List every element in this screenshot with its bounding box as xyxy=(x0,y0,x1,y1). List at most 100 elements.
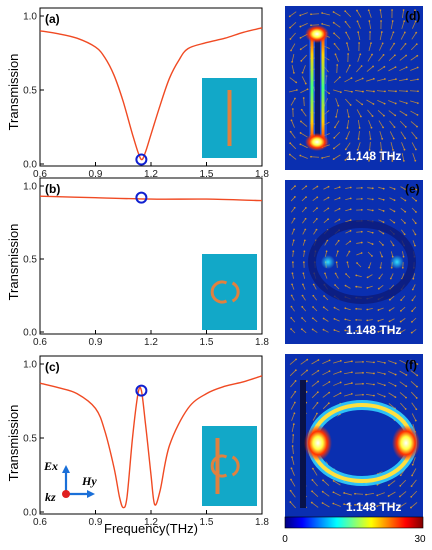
field-arrow-head xyxy=(394,114,397,117)
xlabel-c: Frequency(THz) xyxy=(104,521,198,536)
field-arrow-head xyxy=(383,384,386,387)
field-arrow xyxy=(410,43,418,51)
field-arrow-head xyxy=(379,160,382,162)
field-arrow xyxy=(399,370,407,376)
colorbar-min-label: 0 xyxy=(282,534,288,545)
field-arrow-head xyxy=(410,331,413,334)
field-arrow xyxy=(323,306,329,312)
field-arrow xyxy=(290,185,296,191)
field-arrow xyxy=(410,55,418,61)
field-arrow-head xyxy=(336,250,339,253)
field-arrow xyxy=(367,285,373,289)
field-arrow-head xyxy=(294,97,296,100)
field-arrow xyxy=(345,307,351,311)
field-arrow xyxy=(401,142,405,150)
field-arrow-head xyxy=(394,396,397,399)
field-arrow-head xyxy=(368,159,370,162)
field-arrow xyxy=(410,490,418,498)
field-arrow-head xyxy=(398,495,401,498)
field-arrow xyxy=(369,130,371,140)
field-arrow-head xyxy=(311,328,314,331)
ylabel-b: Transmission xyxy=(6,224,21,301)
field-arrow-head xyxy=(343,492,346,494)
field-arrow-head xyxy=(377,330,380,333)
field-arrow-head xyxy=(348,250,351,253)
field-arrow-head xyxy=(399,309,402,312)
field-arrow-head xyxy=(351,90,353,93)
field-arrow-head xyxy=(360,186,363,189)
field-arrow xyxy=(346,43,350,51)
field-arrow xyxy=(291,424,295,432)
ring-hotspot-right xyxy=(392,425,420,461)
field-arrow-head xyxy=(403,20,406,23)
field-arrow xyxy=(292,445,294,455)
field-arrow-head xyxy=(346,42,348,45)
field-arrow-head xyxy=(332,158,335,161)
inset-rod xyxy=(227,90,232,146)
field-arrow-head xyxy=(406,78,408,81)
field-arrow xyxy=(356,231,362,233)
field-arrow-head xyxy=(368,266,370,269)
field-arrow xyxy=(344,393,352,397)
field-arrow-head xyxy=(350,77,353,79)
field-arrow xyxy=(410,381,418,387)
field-arrow xyxy=(356,153,362,161)
field-arrow xyxy=(311,381,319,387)
field-arrow xyxy=(398,78,408,82)
field-arrow xyxy=(291,306,295,312)
field-arrow xyxy=(399,491,407,497)
field-arrow xyxy=(389,219,395,223)
field-arrow xyxy=(312,402,318,410)
field-arrow-head xyxy=(332,11,335,13)
field-arrow-head xyxy=(404,137,407,140)
field-arrow xyxy=(365,504,375,506)
field-arrow xyxy=(301,328,307,334)
field-arrow-head xyxy=(403,233,406,236)
field-arrow-head xyxy=(290,119,293,122)
field-arrow-head xyxy=(383,65,386,68)
field-arrow-head xyxy=(405,396,407,399)
field-arrow-head xyxy=(371,209,374,212)
field-arrow-head xyxy=(417,90,419,93)
field-arrow xyxy=(390,32,394,40)
field-arrow-head xyxy=(327,196,330,199)
field-arrow-head xyxy=(404,222,406,224)
field-arrow-head xyxy=(316,391,319,394)
field-arrow xyxy=(369,141,371,151)
field-arrow-head xyxy=(304,217,307,220)
field-arrow xyxy=(290,328,296,334)
field-arrow xyxy=(311,502,319,508)
field-arrow-head xyxy=(414,9,416,12)
field-arrow xyxy=(378,219,384,223)
field-arrow xyxy=(390,20,394,30)
freq-label-f: 1.148 THz xyxy=(346,500,401,514)
field-arrow-head xyxy=(289,38,292,40)
field-arrow xyxy=(380,262,382,268)
field-arrow xyxy=(367,198,373,200)
field-arrow xyxy=(300,359,308,365)
field-arrow-head xyxy=(344,284,347,287)
field-arrow-head xyxy=(301,283,304,286)
field-arrow-head xyxy=(311,490,313,493)
field-arrow xyxy=(368,20,372,30)
field-arrow-head xyxy=(299,154,302,157)
field-arrow-head xyxy=(337,104,340,107)
field-arrow xyxy=(300,370,308,376)
field-arrow xyxy=(322,23,330,27)
field-arrow xyxy=(290,391,296,399)
field-arrow xyxy=(323,197,329,201)
field-arrow-head xyxy=(380,149,383,151)
field-arrow xyxy=(356,109,362,117)
field-arrow-head xyxy=(344,318,347,321)
field-arrow xyxy=(345,198,351,200)
field-arrow-head xyxy=(291,261,294,264)
ylabel-a: Transmission xyxy=(6,54,21,131)
field-arrow-head xyxy=(334,272,337,275)
field-arrow-head xyxy=(382,244,384,246)
field-arrow-head xyxy=(373,394,375,397)
field-arrow-head xyxy=(416,374,419,377)
field-arrow-head xyxy=(294,390,297,393)
field-arrow-head xyxy=(337,239,340,242)
field-arrow xyxy=(300,132,308,138)
transmission-curve xyxy=(39,27,263,161)
